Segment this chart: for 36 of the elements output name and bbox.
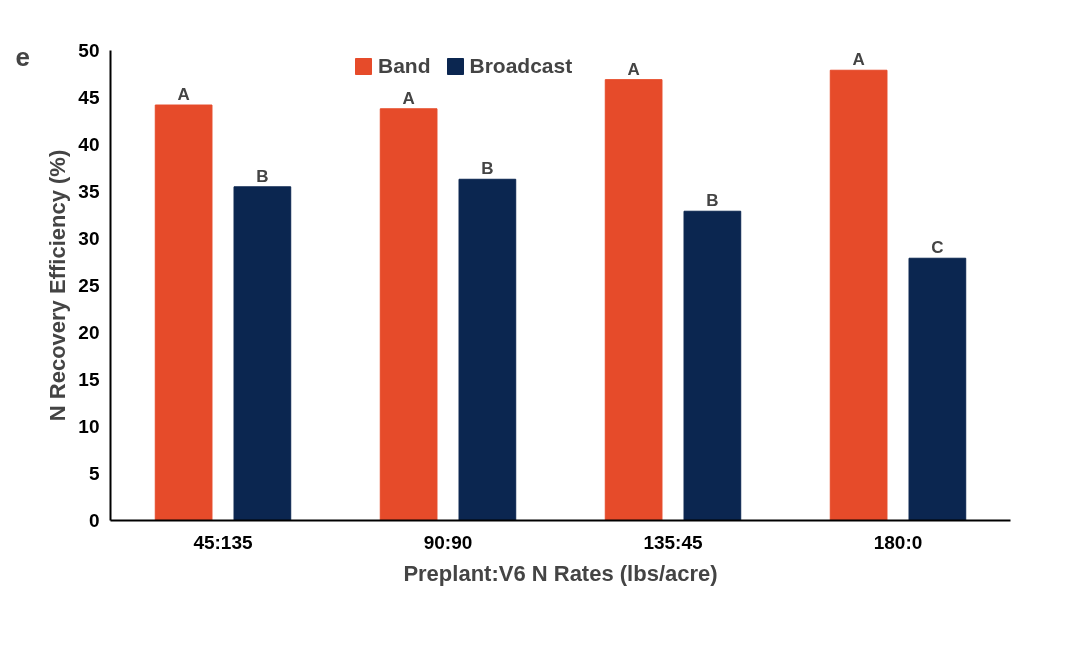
x-tick-label: 90:90 [423, 531, 473, 553]
legend-label: Broadcast [469, 54, 573, 78]
data-label: B [706, 191, 719, 211]
y-tick-label: 15 [78, 369, 100, 390]
data-label: A [852, 50, 865, 70]
y-tick-label: 0 [88, 510, 100, 531]
bar [683, 210, 742, 521]
y-tick-label: 10 [78, 416, 100, 437]
bar [908, 257, 967, 521]
data-label: C [931, 238, 944, 258]
x-tick-label: 180:0 [873, 531, 923, 553]
y-tick-label: 30 [78, 228, 100, 249]
y-tick-label: 45 [78, 87, 100, 108]
y-tick-label: 50 [78, 40, 100, 61]
bar [829, 69, 888, 521]
bar [233, 186, 292, 521]
y-tick-label: 20 [78, 322, 100, 343]
bar [604, 79, 663, 521]
y-tick-label: 25 [78, 275, 100, 296]
y-tick-label: 40 [78, 134, 100, 155]
x-tick-label: 45:135 [193, 531, 254, 553]
data-label: B [481, 159, 494, 179]
y-tick-label: 5 [88, 463, 100, 484]
data-label: A [177, 85, 190, 105]
y-tick-label: 35 [78, 181, 100, 202]
data-label: A [402, 88, 415, 108]
legend-label: Band [378, 54, 431, 78]
data-label: B [256, 166, 269, 186]
y-axis-title: N Recovery Efficiency (%) [45, 149, 71, 422]
x-axis-title: Preplant:V6 N Rates (lbs/acre) [403, 560, 718, 586]
x-tick-label: 135:45 [643, 531, 704, 553]
bar [458, 178, 517, 521]
text: e [15, 41, 30, 72]
bar [154, 104, 213, 521]
data-label: A [627, 59, 640, 79]
bar [379, 108, 438, 521]
